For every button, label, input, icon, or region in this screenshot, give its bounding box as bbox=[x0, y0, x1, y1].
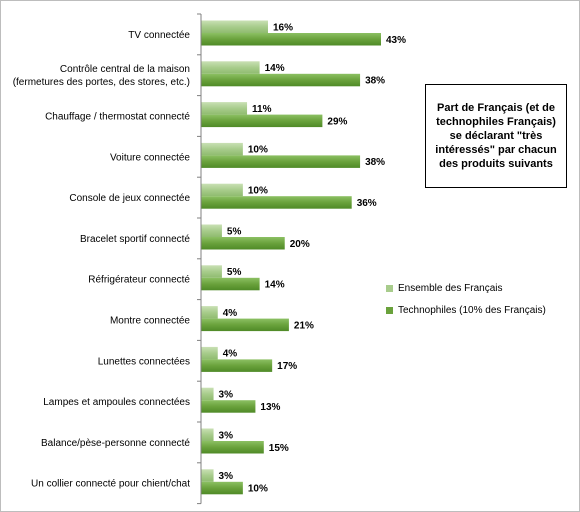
value-label-ensemble: 16% bbox=[273, 22, 293, 33]
value-label-ensemble: 10% bbox=[248, 145, 268, 156]
value-label-technophiles: 20% bbox=[290, 239, 310, 250]
bar-technophiles bbox=[201, 114, 323, 128]
category-label: Balance/pèse-personne connecté bbox=[41, 438, 190, 449]
bar-ensemble bbox=[201, 428, 214, 441]
category-label: Chauffage / thermostat connecté bbox=[45, 112, 190, 123]
bar-technophiles bbox=[201, 481, 243, 495]
value-label-ensemble: 3% bbox=[219, 471, 234, 482]
category-label: TV connectée bbox=[128, 30, 190, 41]
category-label: Un collier connecté pour chient/chat bbox=[31, 479, 190, 490]
category-label: Lunettes connectées bbox=[98, 356, 190, 367]
value-label-ensemble: 5% bbox=[227, 267, 242, 278]
chart-annotation: Part de Français (et de technophiles Fra… bbox=[425, 84, 567, 188]
value-label-technophiles: 38% bbox=[365, 157, 385, 168]
legend-label-ensemble: Ensemble des Français bbox=[398, 282, 503, 294]
bar-technophiles bbox=[201, 73, 361, 87]
bar-technophiles bbox=[201, 237, 285, 250]
bar-technophiles bbox=[201, 441, 264, 454]
value-label-technophiles: 17% bbox=[277, 361, 297, 372]
value-label-technophiles: 13% bbox=[260, 402, 280, 413]
bar-technophiles bbox=[201, 359, 273, 372]
bar-ensemble bbox=[201, 265, 222, 278]
bar-technophiles bbox=[201, 277, 260, 291]
bar-ensemble bbox=[201, 469, 214, 482]
bar-ensemble bbox=[201, 20, 268, 33]
value-label-technophiles: 10% bbox=[248, 484, 268, 495]
value-label-ensemble: 4% bbox=[223, 308, 238, 319]
legend-swatch-technophiles bbox=[386, 306, 393, 314]
bar-ensemble bbox=[201, 102, 248, 115]
value-label-technophiles: 43% bbox=[386, 35, 406, 46]
legend-swatch-ensemble bbox=[386, 284, 393, 292]
legend-label-technophiles: Technophiles (10% des Français) bbox=[398, 304, 546, 316]
value-label-ensemble: 3% bbox=[219, 430, 234, 441]
category-label: Console de jeux connectée bbox=[69, 193, 190, 204]
bar-technophiles bbox=[201, 33, 381, 46]
category-label: Voiture connectée bbox=[110, 152, 190, 163]
value-label-ensemble: 5% bbox=[227, 226, 242, 237]
category-label: (fermetures des portes, des stores, etc.… bbox=[13, 77, 190, 88]
value-label-technophiles: 15% bbox=[269, 443, 289, 454]
value-label-ensemble: 11% bbox=[252, 104, 272, 115]
value-label-technophiles: 14% bbox=[265, 280, 285, 291]
value-label-ensemble: 10% bbox=[248, 185, 268, 196]
value-label-ensemble: 3% bbox=[219, 389, 234, 400]
value-label-technophiles: 36% bbox=[357, 198, 377, 209]
bar-ensemble bbox=[201, 306, 218, 319]
bar-technophiles bbox=[201, 318, 289, 332]
bar-technophiles bbox=[201, 196, 352, 209]
value-label-technophiles: 21% bbox=[294, 320, 314, 331]
value-label-ensemble: 14% bbox=[265, 63, 285, 74]
legend-item-technophiles: Technophiles (10% des Français) bbox=[386, 302, 546, 318]
category-label: Lampes et ampoules connectées bbox=[43, 397, 190, 408]
bar-technophiles bbox=[201, 155, 361, 168]
legend: Ensemble des Français Technophiles (10% … bbox=[386, 280, 546, 324]
legend-item-ensemble: Ensemble des Français bbox=[386, 280, 546, 296]
bar-ensemble bbox=[201, 61, 260, 74]
category-label: Bracelet sportif connecté bbox=[80, 234, 190, 245]
annotation-text: Part de Français (et de technophiles Fra… bbox=[435, 102, 557, 170]
value-label-technophiles: 29% bbox=[327, 116, 347, 127]
bar-ensemble bbox=[201, 346, 218, 360]
bar-ensemble bbox=[201, 387, 214, 401]
value-label-ensemble: 4% bbox=[223, 349, 238, 360]
bar-ensemble bbox=[201, 142, 243, 156]
category-label: Contrôle central de la maison bbox=[60, 64, 190, 75]
bar-ensemble bbox=[201, 224, 222, 237]
bar-technophiles bbox=[201, 400, 256, 413]
category-label: Réfrigérateur connecté bbox=[88, 275, 190, 286]
category-label: Montre connectée bbox=[110, 316, 190, 327]
value-label-technophiles: 38% bbox=[365, 76, 385, 87]
bar-ensemble bbox=[201, 183, 243, 197]
